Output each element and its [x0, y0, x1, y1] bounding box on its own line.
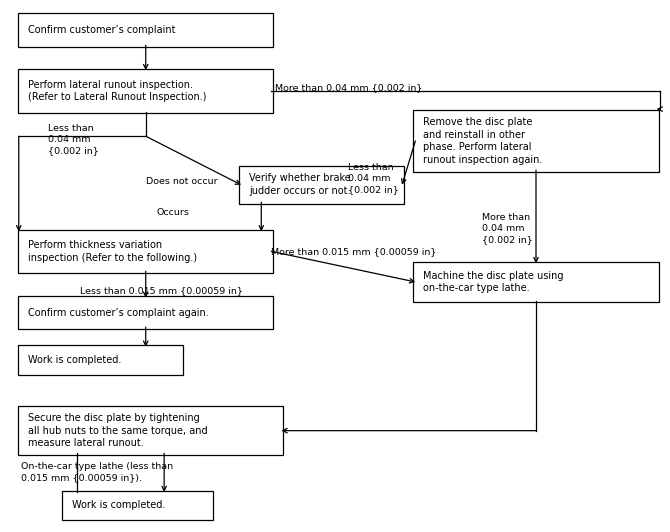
- Text: Does not occur: Does not occur: [146, 178, 218, 186]
- Text: Machine the disc plate using
on-the-car type lathe.: Machine the disc plate using on-the-car …: [423, 271, 564, 293]
- Text: On-the-car type lathe (less than
0.015 mm {0.00059 in}).: On-the-car type lathe (less than 0.015 m…: [21, 462, 174, 483]
- Text: Work is completed.: Work is completed.: [72, 501, 165, 510]
- FancyBboxPatch shape: [239, 166, 404, 204]
- Text: Less than
0.04 mm
{0.002 in}: Less than 0.04 mm {0.002 in}: [348, 163, 399, 194]
- FancyBboxPatch shape: [18, 296, 273, 329]
- FancyBboxPatch shape: [18, 406, 283, 455]
- Text: Perform thickness variation
inspection (Refer to the following.): Perform thickness variation inspection (…: [28, 240, 197, 263]
- Text: Work is completed.: Work is completed.: [28, 355, 121, 365]
- Text: More than 0.015 mm {0.00059 in}: More than 0.015 mm {0.00059 in}: [271, 247, 437, 256]
- Text: Confirm customer’s complaint again.: Confirm customer’s complaint again.: [28, 307, 209, 318]
- Text: Less than
0.04 mm
{0.002 in}: Less than 0.04 mm {0.002 in}: [48, 124, 99, 155]
- FancyBboxPatch shape: [413, 110, 659, 172]
- FancyBboxPatch shape: [18, 69, 273, 113]
- FancyBboxPatch shape: [62, 491, 213, 520]
- Text: Perform lateral runout inspection.
(Refer to Lateral Runout Inspection.): Perform lateral runout inspection. (Refe…: [28, 80, 206, 102]
- Text: Secure the disc plate by tightening
all hub nuts to the same torque, and
measure: Secure the disc plate by tightening all …: [28, 413, 208, 448]
- Text: Remove the disc plate
and reinstall in other
phase. Perform lateral
runout inspe: Remove the disc plate and reinstall in o…: [423, 117, 543, 165]
- Text: More than
0.04 mm
{0.002 in}: More than 0.04 mm {0.002 in}: [482, 213, 533, 244]
- Text: Occurs: Occurs: [157, 208, 190, 217]
- FancyBboxPatch shape: [413, 262, 659, 302]
- Text: More than 0.04 mm {0.002 in}: More than 0.04 mm {0.002 in}: [275, 84, 422, 92]
- FancyBboxPatch shape: [18, 13, 273, 47]
- Text: Confirm customer’s complaint: Confirm customer’s complaint: [28, 25, 176, 35]
- FancyBboxPatch shape: [18, 230, 273, 273]
- Text: Less than 0.015 mm {0.00059 in}: Less than 0.015 mm {0.00059 in}: [80, 287, 243, 295]
- Text: Verify whether brake
judder occurs or not.: Verify whether brake judder occurs or no…: [249, 173, 351, 196]
- FancyBboxPatch shape: [18, 345, 183, 375]
